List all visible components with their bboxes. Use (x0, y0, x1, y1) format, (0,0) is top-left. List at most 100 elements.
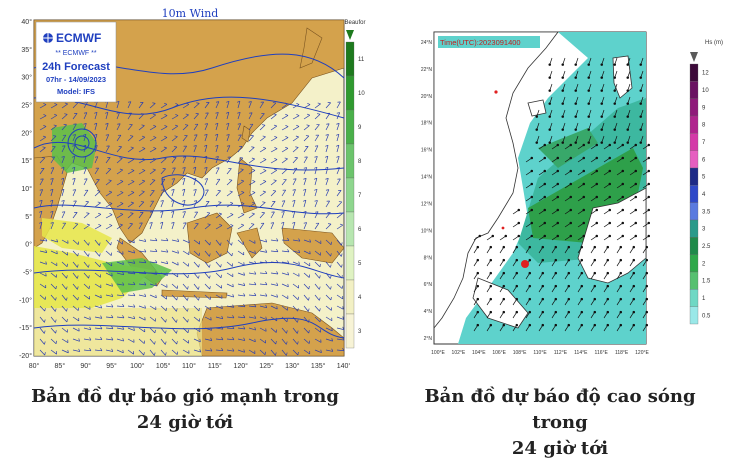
wind-caption-line2: 24 giờ tới (20, 410, 350, 436)
beaufort-swatch (346, 178, 354, 212)
lon-label: 95° (106, 362, 117, 370)
lat-label: 14°N (421, 175, 433, 181)
forecast-range: 24h Forecast (42, 61, 110, 73)
lon-label: 106°E (492, 350, 506, 356)
wave-swatch (690, 255, 698, 272)
wave-time-text: Time(UTC):2023091400 (440, 38, 521, 47)
forecast-info-box: ECMWF ** ECMWF ** 24h Forecast 07hr - 14… (36, 22, 116, 102)
wave-tick: 3 (702, 227, 706, 233)
lat-label: 8°N (424, 255, 433, 261)
wave-unit: Hs (m) (705, 40, 723, 46)
ecmwf-brand: ECMWF (56, 31, 101, 45)
lat-label: 16°N (421, 148, 433, 154)
lon-label: 108°E (513, 350, 527, 356)
lat-label: -15° (19, 324, 32, 332)
beaufort-tick: 3 (358, 329, 362, 335)
wind-map-title: 10m Wind (162, 8, 219, 20)
wave-swatch (690, 203, 698, 220)
beaufort-swatch (346, 280, 354, 314)
wave-swatch (690, 289, 698, 306)
lat-label: -10° (19, 296, 32, 304)
wave-swatch (690, 81, 698, 98)
beaufort-tick: 9 (358, 125, 362, 131)
lon-label: 110°E (533, 350, 547, 356)
beaufort-tick: 10 (358, 91, 365, 97)
hanoi-marker (494, 90, 497, 93)
beaufort-swatch (346, 42, 354, 76)
beaufort-tick: 11 (358, 57, 365, 63)
lat-label: 20° (21, 129, 32, 137)
lon-label: 120° (233, 362, 248, 370)
wave-swatch (690, 168, 698, 185)
beaufort-swatch (346, 110, 354, 144)
wave-swatch (690, 220, 698, 237)
beaufort-swatch (346, 144, 354, 178)
lat-label: 5° (25, 213, 32, 221)
wave-swatch (690, 116, 698, 133)
beaufort-color-scale (346, 42, 354, 348)
lon-label: 100° (130, 362, 145, 370)
lon-label: 130° (285, 362, 300, 370)
lat-label: 18°N (421, 121, 433, 127)
lon-label: 105° (156, 362, 171, 370)
wave-swatch (690, 133, 698, 150)
lat-label: 10° (21, 185, 32, 193)
lat-label: 24°N (421, 40, 433, 46)
wind-map-caption: Bản đồ dự báo gió mạnh trong 24 giờ tới (20, 384, 350, 436)
lon-label: 85° (55, 362, 66, 370)
lat-label: 40° (21, 18, 32, 26)
wave-tick: 6 (702, 157, 706, 163)
wave-tick: 12 (702, 71, 709, 77)
lat-label: 22°N (421, 67, 433, 73)
wave-tick: 5 (702, 175, 706, 181)
wave-swatch (690, 272, 698, 289)
wave-tick: 1 (702, 296, 706, 302)
lon-label: 120°E (635, 350, 649, 356)
lon-label: 104°E (472, 350, 486, 356)
latitude-axis: 40°35°30°25°20°15°10°5°0°-5°-10°-15°-20° (19, 18, 32, 360)
lon-label: 140° (337, 362, 350, 370)
wave-swatch (690, 151, 698, 168)
lon-label: 90° (80, 362, 91, 370)
wave-caption-line1: Bản đồ dự báo độ cao sóng trong (400, 384, 720, 436)
lon-label: 110° (182, 362, 196, 370)
lat-label: -5° (23, 269, 32, 277)
lon-label: 116°E (595, 350, 609, 356)
forecast-model: Model: IFS (57, 87, 95, 96)
latitude-axis: 24°N22°N20°N18°N16°N14°N12°N10°N8°N6°N4°… (421, 40, 433, 342)
lat-label: 20°N (421, 94, 433, 100)
forecast-time: 07hr - 14/09/2023 (46, 75, 106, 84)
lat-label: 30° (21, 74, 32, 82)
lat-label: -20° (19, 352, 32, 360)
beaufort-unit: Beaufor (344, 20, 365, 26)
wind-caption-line1: Bản đồ dự báo gió mạnh trong (20, 384, 350, 410)
lat-label: 10°N (421, 228, 433, 234)
lon-label: 115° (208, 362, 222, 370)
lat-label: 35° (21, 46, 32, 54)
beaufort-swatch (346, 212, 354, 246)
lon-label: 100°E (431, 350, 445, 356)
wave-time-label: Time(UTC):2023091400 (438, 36, 540, 48)
wave-tick: 1.5 (702, 279, 711, 285)
wave-map-caption: Bản đồ dự báo độ cao sóng trong 24 giờ t… (400, 384, 720, 462)
lat-label: 15° (21, 157, 32, 165)
ecmwf-stars: ** ECMWF ** (55, 50, 97, 57)
beaufort-swatch (346, 246, 354, 280)
lon-label: 102°E (452, 350, 466, 356)
lon-label: 114°E (574, 350, 588, 356)
lon-label: 118°E (615, 350, 629, 356)
beaufort-tick: 5 (358, 261, 362, 267)
lon-label: 80° (29, 362, 40, 370)
beaufort-tick: 8 (358, 159, 362, 165)
hcmc-marker (502, 227, 505, 230)
wind-forecast-map: 40°35°30°25°20°15°10°5°0°-5°-10°-15°-20°… (12, 8, 350, 373)
beaufort-swatch (346, 76, 354, 110)
wave-swatch (690, 99, 698, 116)
wave-swatch (690, 307, 698, 324)
beaufort-swatch (346, 314, 354, 348)
